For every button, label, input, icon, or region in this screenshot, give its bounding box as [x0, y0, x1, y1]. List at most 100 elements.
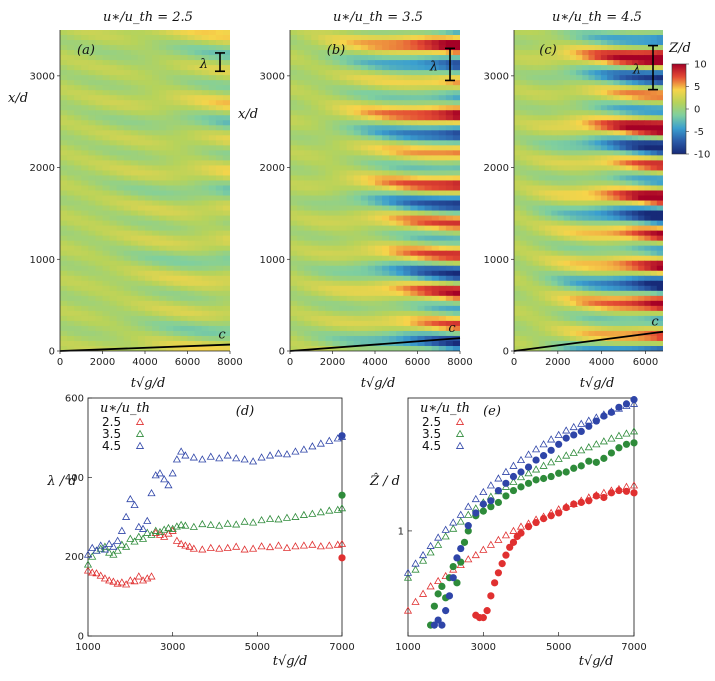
heatmap-cell: [201, 335, 210, 342]
heatmap-cell: [318, 245, 327, 252]
heatmap-cell: [201, 130, 210, 136]
panel-b-heatmap: u∗/u_th = 3.5 cλ0 2000 4000 6000 80000100020…: [238, 10, 473, 391]
heatmap-cell: [304, 295, 312, 302]
heatmap-cell: [396, 310, 404, 317]
heatmap-cell: [367, 100, 376, 106]
heatmap-cell: [569, 125, 577, 131]
heatmap-cell: [74, 285, 82, 292]
heatmap-cell: [582, 40, 590, 46]
heatmap-cell: [551, 215, 559, 222]
heatmap-cell: [545, 165, 552, 172]
heatmap-cell: [290, 175, 298, 182]
heatmap-cell: [625, 95, 633, 101]
data-point-3.5: [629, 427, 639, 435]
heatmap-cell: [417, 130, 426, 136]
heatmap-cell: [297, 170, 305, 177]
heatmap-cell: [551, 330, 559, 337]
heatmap-cell: [631, 235, 639, 242]
heatmap-cell: [194, 220, 203, 227]
heatmap-cell: [311, 155, 319, 162]
heatmap-cell: [311, 170, 319, 177]
heatmap-cell: [304, 245, 312, 252]
heatmap-cell: [588, 300, 596, 307]
heatmap-cell: [656, 150, 663, 156]
heatmap-cell: [137, 80, 146, 86]
heatmap-cell: [650, 115, 658, 121]
panel-a-tag: (a): [77, 43, 95, 58]
heatmap-cell: [187, 115, 196, 121]
heatmap-cell: [145, 120, 153, 126]
heatmap-cell: [109, 185, 118, 192]
data-point-2.5: [308, 540, 317, 548]
heatmap-cell: [417, 220, 426, 227]
heatmap-cell: [563, 305, 571, 312]
heatmap-cell: [116, 60, 125, 66]
heatmap-cell: [360, 160, 369, 167]
heatmap-cell: [325, 60, 334, 66]
heatmap-cell: [95, 90, 104, 96]
heatmap-cell: [290, 90, 298, 96]
heatmap-cell: [403, 135, 412, 141]
heatmap-cell: [360, 285, 369, 292]
heatmap-cell: [576, 325, 583, 332]
heatmap-cell: [375, 155, 383, 162]
heatmap-cell: [563, 200, 571, 207]
heatmap-cell: [145, 35, 153, 41]
heatmap-cell: [367, 60, 376, 66]
heatmap-cell: [222, 325, 230, 332]
heatmap-cell: [445, 340, 454, 347]
heatmap-cell: [431, 165, 440, 172]
heatmap-cell: [431, 330, 440, 337]
heatmap-cell: [619, 265, 627, 272]
heatmap-cell: [88, 110, 97, 116]
heatmap-cell: [520, 340, 528, 347]
heatmap-cell: [619, 215, 627, 222]
heatmap-cell: [526, 310, 534, 317]
heatmap-cell: [145, 145, 153, 151]
heatmap-cell: [360, 300, 369, 307]
heatmap-cell: [438, 45, 447, 51]
heatmap-cell: [631, 170, 639, 177]
heatmap-cell: [389, 170, 397, 177]
heatmap-cell: [417, 250, 426, 257]
heatmap-cell: [438, 195, 447, 202]
heatmap-cell: [569, 310, 577, 317]
heatmap-cell: [538, 120, 546, 126]
heatmap-cell: [613, 30, 621, 36]
heatmap-cell: [607, 215, 614, 222]
heatmap-cell: [526, 235, 534, 242]
heatmap-cell: [339, 175, 348, 182]
data-point-2.5: [215, 544, 224, 552]
heatmap-cell: [88, 150, 97, 156]
heatmap-cell: [297, 295, 305, 302]
heatmap-cell: [625, 235, 633, 242]
heatmap-cell: [545, 275, 552, 282]
heatmap-cell: [613, 60, 621, 66]
heatmap-cell: [318, 145, 327, 151]
heatmap-cell: [180, 175, 189, 182]
heatmap-cell: [613, 185, 621, 192]
heatmap-cell: [325, 85, 334, 91]
heatmap-cell: [187, 205, 196, 212]
heatmap-cell: [304, 310, 312, 317]
heatmap-cell: [116, 280, 125, 287]
heatmap-cell: [222, 135, 230, 141]
heatmap-cell: [201, 205, 210, 212]
heatmap-cell: [569, 75, 577, 81]
heatmap-cell: [123, 260, 132, 267]
heatmap-cell: [625, 200, 633, 207]
heatmap-cell: [514, 270, 521, 277]
heatmap-cell: [137, 160, 146, 167]
heatmap-cell: [557, 185, 565, 192]
heatmap-cell: [563, 70, 571, 76]
heatmap-cell: [557, 150, 565, 156]
heatmap-cell: [201, 120, 210, 126]
data-point-3.5: [614, 431, 624, 439]
heatmap-cell: [102, 90, 111, 96]
heatmap-cell: [545, 240, 552, 247]
heatmap-cell: [594, 240, 602, 247]
heatmap-cell: [431, 340, 440, 347]
heatmap-cell: [353, 275, 362, 282]
heatmap-cell: [201, 155, 210, 162]
filled-point-3.5: [449, 562, 457, 571]
